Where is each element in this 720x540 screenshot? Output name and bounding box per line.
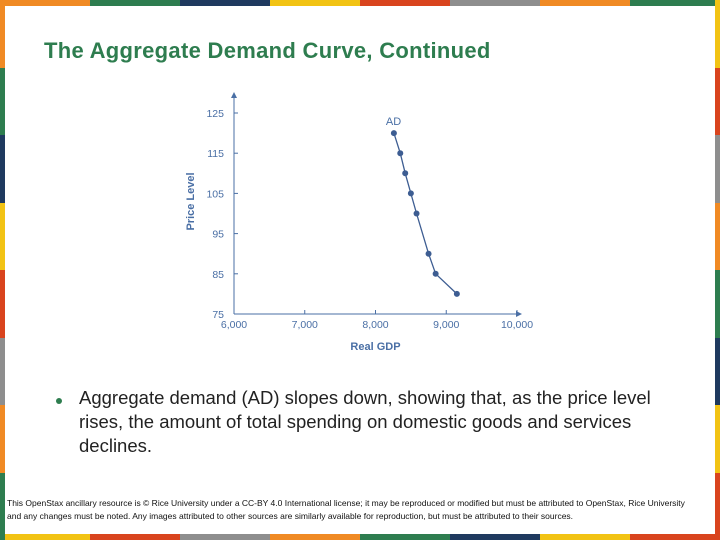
- stripe-segment: [0, 534, 90, 540]
- x-axis-label: Real GDP: [350, 341, 400, 353]
- ad-curve: [393, 132, 458, 295]
- stripe-segment: [180, 0, 270, 6]
- bottom-stripe: [0, 534, 720, 540]
- ad-data-point: [407, 190, 414, 197]
- chart-ticks: 6,000 7,000 8,000 9,000 10,000 75 85 95 105 115 12…: [206, 108, 533, 331]
- ad-data-point: [413, 210, 420, 217]
- series-label-ad: AD: [386, 116, 401, 128]
- ad-data-point: [390, 130, 397, 137]
- x-tick-label: 6,000: [221, 319, 247, 331]
- y-axis-label: Price Level: [185, 172, 197, 230]
- y-tick-label: 105: [206, 188, 224, 200]
- stripe-segment: [0, 135, 5, 203]
- stripe-segment: [0, 405, 5, 473]
- stripe-segment: [0, 337, 5, 405]
- ad-data-point: [432, 270, 439, 277]
- stripe-segment: [0, 202, 5, 270]
- x-tick-label: 8,000: [362, 319, 388, 331]
- y-axis-arrow: [231, 92, 237, 98]
- stripe-segment: [270, 0, 360, 6]
- y-tick-label: 115: [207, 148, 224, 160]
- chart-axes: [231, 92, 522, 317]
- stripe-segment: [450, 0, 540, 6]
- bullet-item: Aggregate demand (AD) slopes down, showi…: [56, 386, 676, 458]
- y-tick-label: 85: [212, 269, 224, 281]
- stripe-segment: [270, 534, 360, 540]
- stripe-segment: [630, 0, 720, 6]
- stripe-segment: [180, 534, 270, 540]
- stripe-segment: [715, 0, 720, 68]
- stripe-segment: [715, 135, 720, 203]
- aggregate-demand-chart: 6,000 7,000 8,000 9,000 10,000 75 85 95 105 115 12…: [185, 92, 533, 353]
- bullet-icon: [56, 398, 62, 404]
- x-tick-label: 10,000: [501, 319, 533, 331]
- stripe-segment: [0, 0, 5, 68]
- stripe-segment: [0, 0, 90, 6]
- ad-data-point: [402, 170, 409, 177]
- x-tick-label: 7,000: [292, 319, 318, 331]
- slide-title: The Aggregate Demand Curve, Continued: [44, 38, 491, 63]
- bullet-text: Aggregate demand (AD) slopes down, showi…: [79, 387, 651, 456]
- y-tick-label: 125: [206, 108, 224, 120]
- stripe-segment: [715, 337, 720, 405]
- y-tick-label: 95: [212, 229, 224, 241]
- license-footer: This OpenStax ancillary resource is © Ri…: [7, 498, 685, 521]
- stripe-segment: [450, 534, 540, 540]
- stripe-segment: [540, 0, 630, 6]
- left-stripe: [0, 0, 5, 540]
- stripe-segment: [715, 270, 720, 338]
- stripe-segment: [540, 534, 630, 540]
- right-stripe: [715, 0, 720, 540]
- top-stripe: [0, 0, 720, 6]
- ad-data-point: [453, 290, 460, 297]
- stripe-segment: [90, 534, 180, 540]
- stripe-segment: [715, 202, 720, 270]
- stripe-segment: [715, 405, 720, 473]
- y-tick-label: 75: [212, 309, 224, 321]
- stripe-segment: [715, 472, 720, 540]
- ad-data-point: [397, 150, 404, 157]
- x-tick-label: 9,000: [433, 319, 459, 331]
- stripe-segment: [360, 534, 450, 540]
- stripe-segment: [360, 0, 450, 6]
- stripe-segment: [0, 472, 5, 540]
- stripe-segment: [630, 534, 720, 540]
- stripe-segment: [715, 67, 720, 135]
- stripe-segment: [90, 0, 180, 6]
- stripe-segment: [0, 67, 5, 135]
- ad-points: [390, 130, 460, 297]
- stripe-segment: [0, 270, 5, 338]
- ad-data-point: [425, 250, 432, 257]
